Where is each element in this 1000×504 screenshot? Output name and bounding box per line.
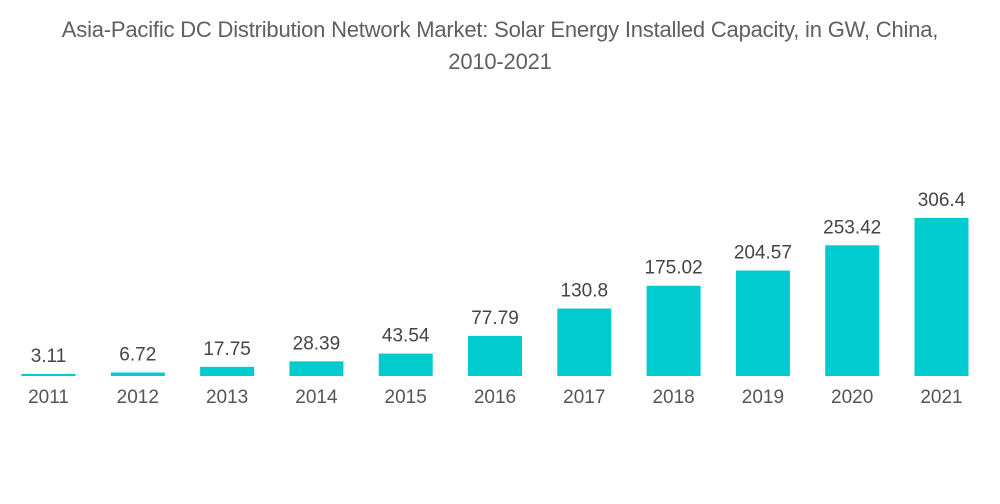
value-label-2021: 306.4 bbox=[918, 190, 966, 211]
value-label-2018: 175.02 bbox=[645, 258, 703, 279]
x-tick-2014: 2014 bbox=[295, 387, 338, 408]
x-tick-2013: 2013 bbox=[206, 387, 248, 408]
x-tick-2016: 2016 bbox=[474, 387, 516, 408]
x-tick-2017: 2017 bbox=[563, 387, 605, 408]
value-label-2019: 204.57 bbox=[734, 243, 792, 264]
value-labels-group: 3.11 6.72 17.75 28.39 43.54 77.79 130.8 175.02 2… bbox=[31, 190, 966, 367]
chart-title-line-2: 2010-2021 bbox=[448, 49, 552, 74]
x-tick-2019: 2019 bbox=[742, 387, 784, 408]
x-tick-2011: 2011 bbox=[28, 387, 69, 408]
value-label-2017: 130.8 bbox=[561, 281, 609, 302]
value-label-2016: 77.79 bbox=[471, 308, 519, 329]
x-tick-labels-group: 2011 2012 2013 2014 2015 2016 2017 2018 2019 2020… bbox=[28, 387, 963, 408]
value-label-2014: 28.39 bbox=[293, 333, 341, 354]
bar-2015 bbox=[378, 353, 433, 376]
chart-title-line-1: Asia-Pacific DC Distribution Network Mar… bbox=[61, 17, 939, 42]
bar-2011 bbox=[21, 374, 76, 376]
bars-group bbox=[21, 218, 969, 376]
bar-2021 bbox=[914, 218, 969, 376]
value-label-2012: 6.72 bbox=[119, 345, 156, 366]
bar-2014 bbox=[289, 361, 344, 376]
x-tick-2018: 2018 bbox=[652, 387, 694, 408]
x-tick-2021: 2021 bbox=[920, 387, 962, 408]
value-label-2011: 3.11 bbox=[31, 346, 67, 367]
x-tick-2020: 2020 bbox=[831, 387, 873, 408]
bar-2018 bbox=[646, 285, 701, 376]
bar-2016 bbox=[468, 335, 522, 376]
bar-2013 bbox=[200, 366, 255, 376]
value-label-2013: 17.75 bbox=[203, 339, 251, 360]
bar-2017 bbox=[557, 308, 612, 376]
bar-2012 bbox=[110, 372, 165, 376]
x-tick-2012: 2012 bbox=[117, 387, 159, 408]
value-label-2015: 43.54 bbox=[382, 326, 430, 347]
bar-2019 bbox=[735, 270, 790, 376]
bar-2020 bbox=[825, 245, 880, 376]
x-tick-2015: 2015 bbox=[385, 387, 427, 408]
value-label-2020: 253.42 bbox=[823, 217, 881, 238]
chart-title: Asia-Pacific DC Distribution Network Mar… bbox=[0, 14, 1000, 78]
